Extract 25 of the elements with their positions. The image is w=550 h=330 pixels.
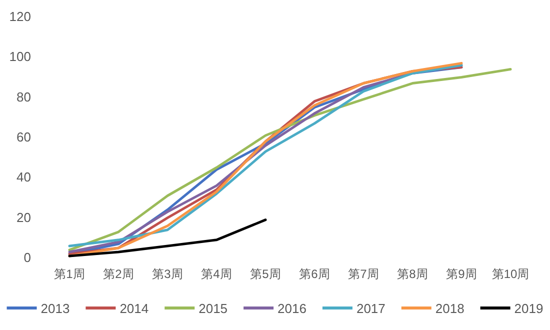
y-tick-label: 0 bbox=[24, 250, 31, 265]
y-tick-label: 20 bbox=[16, 210, 31, 225]
x-tick-label: 第2周 bbox=[103, 267, 134, 281]
x-tick-label: 第1周 bbox=[54, 267, 85, 281]
x-tick-label: 第7周 bbox=[348, 267, 379, 281]
legend-label: 2013 bbox=[40, 301, 70, 316]
y-tick-label: 60 bbox=[16, 130, 31, 144]
legend-label: 2018 bbox=[435, 301, 464, 316]
x-tick-label: 第6周 bbox=[299, 267, 330, 281]
x-tick-label: 第3周 bbox=[152, 267, 183, 281]
line-series bbox=[68, 218, 267, 258]
legend-label: 2017 bbox=[356, 301, 386, 316]
y-tick-label: 120 bbox=[9, 9, 31, 24]
legend-label: 2015 bbox=[198, 301, 228, 316]
x-tick-label: 第4周 bbox=[201, 267, 232, 281]
x-tick-label: 第10周 bbox=[492, 267, 530, 281]
legend-label: 2019 bbox=[514, 301, 544, 316]
x-tick-label: 第9周 bbox=[446, 267, 477, 281]
y-tick-label: 40 bbox=[16, 170, 31, 185]
x-tick-label: 第5周 bbox=[250, 267, 281, 281]
y-tick-label: 100 bbox=[9, 49, 31, 64]
legend-label: 2016 bbox=[278, 301, 306, 316]
x-tick-label: 第8周 bbox=[397, 267, 428, 281]
legend-label: 2014 bbox=[120, 301, 149, 316]
y-tick-label: 80 bbox=[16, 89, 31, 104]
